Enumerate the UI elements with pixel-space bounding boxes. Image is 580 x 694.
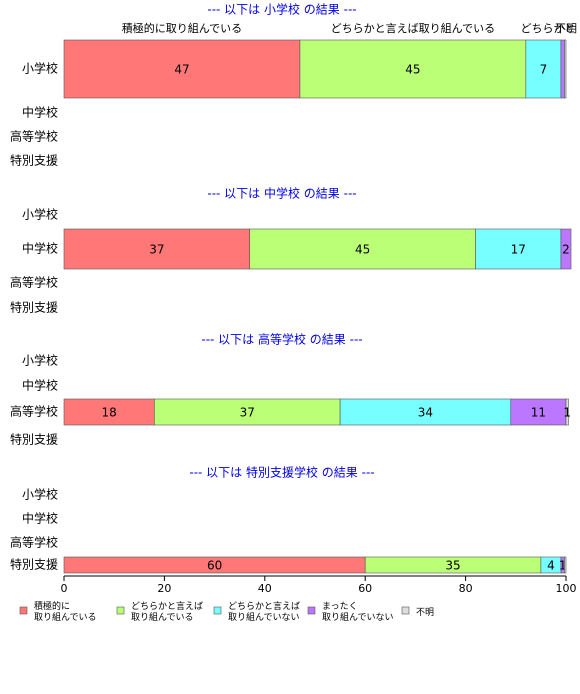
value-label: 1 [563,406,571,420]
category-label: 特別支援 [10,153,58,168]
category-label: 中学校 [22,511,58,526]
legend-swatch [213,606,222,615]
legend-label-line: 積極的に [34,600,70,612]
legend-label: 積極的に取り組んでいる [34,600,97,623]
category-label: 特別支援 [10,300,58,315]
category-label: 小学校 [22,487,58,502]
value-label: 45 [355,243,370,257]
x-tick-label: 60 [358,582,372,595]
category-label: 小学校 [22,207,58,222]
category-label: 高等学校 [10,129,58,144]
value-label: 34 [418,406,433,420]
category-label: 特別支援 [10,432,58,447]
bar-segment [564,556,567,574]
bar-segment [560,228,572,270]
bar-segment [63,398,155,426]
bar-segment [339,398,512,426]
x-tick-label: 0 [61,582,68,595]
category-label: 中学校 [22,378,58,393]
bar-segment [154,398,341,426]
x-tick-label: 20 [157,582,171,595]
bar-segment [299,39,527,99]
value-label: 45 [405,63,420,77]
legend-label-line: 取り組んでいない [322,611,394,623]
legend-label-line: どちらかと言えば [228,600,300,612]
value-label: 47 [174,63,189,77]
legend-label: どちらかと言えば取り組んでいない [228,600,300,623]
bar-segment [63,39,301,99]
category-label: 中学校 [22,105,58,120]
x-tick-label: 100 [556,582,577,595]
value-label: 35 [445,559,460,573]
bar-segment [510,398,567,426]
legend-label-line: どちらかと言えば [131,600,203,612]
x-tick-label: 80 [459,582,473,595]
bar-segment [560,39,565,99]
segment-top-label: 積極的に取り組んでいる [122,21,242,35]
value-label: 11 [531,406,546,420]
panel-title: --- 以下は 小学校 の結果 --- [207,2,356,17]
legend-swatch [19,606,28,615]
segment-top-label: どちらかと [521,22,576,35]
value-label: 2 [562,243,570,257]
category-label: 小学校 [22,353,58,368]
value-label: 18 [102,406,117,420]
legend-label: まったく取り組んでいない [322,601,394,623]
legend-label-line: 取り組んでいる [131,611,194,623]
category-label: 特別支援 [10,557,58,572]
bar-segment [63,228,251,270]
bar-segment [564,39,567,99]
value-label: 60 [207,559,222,573]
segment-top-label: どちらかと言えば取り組んでいる [331,22,495,35]
value-label: 1 [559,559,567,573]
segment-top-label: 不明 [555,22,577,35]
value-label: 4 [547,559,555,573]
legend-swatch [307,606,316,615]
value-label: 37 [149,243,164,257]
category-label: 小学校 [22,61,58,76]
value-label: 37 [240,406,255,420]
bar-segment [475,228,562,270]
category-label: 中学校 [22,241,58,256]
legend-label-line: 不明 [416,607,434,618]
legend-label-line: まったく [322,601,358,612]
category-label: 高等学校 [10,275,58,290]
legend-label: どちらかと言えば取り組んでいる [131,600,203,623]
legend-label-line: 取り組んでいない [228,611,300,623]
category-label: 高等学校 [10,535,58,550]
panel-title: --- 以下は 特別支援学校 の結果 --- [189,465,374,480]
bar-segment [249,228,476,270]
value-label: 17 [511,243,526,257]
bar-segment [565,398,569,426]
x-tick-label: 40 [258,582,272,595]
legend-label-line: 取り組んでいる [34,611,97,623]
panel-title: --- 以下は 中学校 の結果 --- [207,186,356,201]
legend-swatch [401,606,410,615]
category-label: 高等学校 [10,404,58,419]
panel-title: --- 以下は 高等学校 の結果 --- [201,332,362,347]
bar-segment [525,39,562,99]
legend-label: 不明 [416,607,434,618]
value-label: 7 [540,63,548,77]
legend-swatch [116,606,125,615]
